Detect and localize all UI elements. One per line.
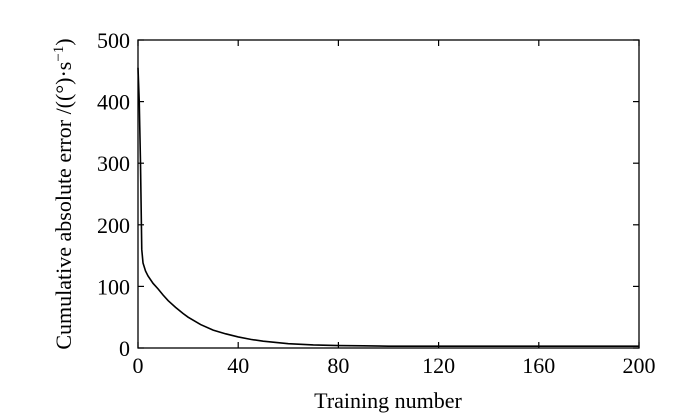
x-tick-label: 120 [422,353,455,378]
y-tick-label: 200 [97,213,130,238]
x-tick-label: 80 [327,353,349,378]
y-axis-label-main: Cumulative absolute error /((°)·s [51,62,76,350]
plot-frame [137,39,640,349]
y-axis-label-exponent: −1 [51,46,67,62]
y-axis-label-close: ) [51,38,76,45]
y-tick-label: 300 [97,151,130,176]
y-tick-label: 0 [119,336,130,361]
y-tick-label: 500 [97,28,130,53]
tick-labels: 0 40 80 120 160 200 0 100 200 300 400 500 [97,28,656,378]
x-tick-label: 160 [522,353,555,378]
y-axis-label: Cumulative absolute error /((°)·s−1) [51,38,76,349]
x-tick-label: 0 [133,353,144,378]
ticks [137,39,640,349]
y-tick-label: 400 [97,90,130,115]
x-axis-label: Training number [314,388,462,413]
error-curve [137,67,639,347]
x-tick-label: 200 [623,353,656,378]
y-tick-label: 100 [97,274,130,299]
x-tick-label: 40 [227,353,249,378]
